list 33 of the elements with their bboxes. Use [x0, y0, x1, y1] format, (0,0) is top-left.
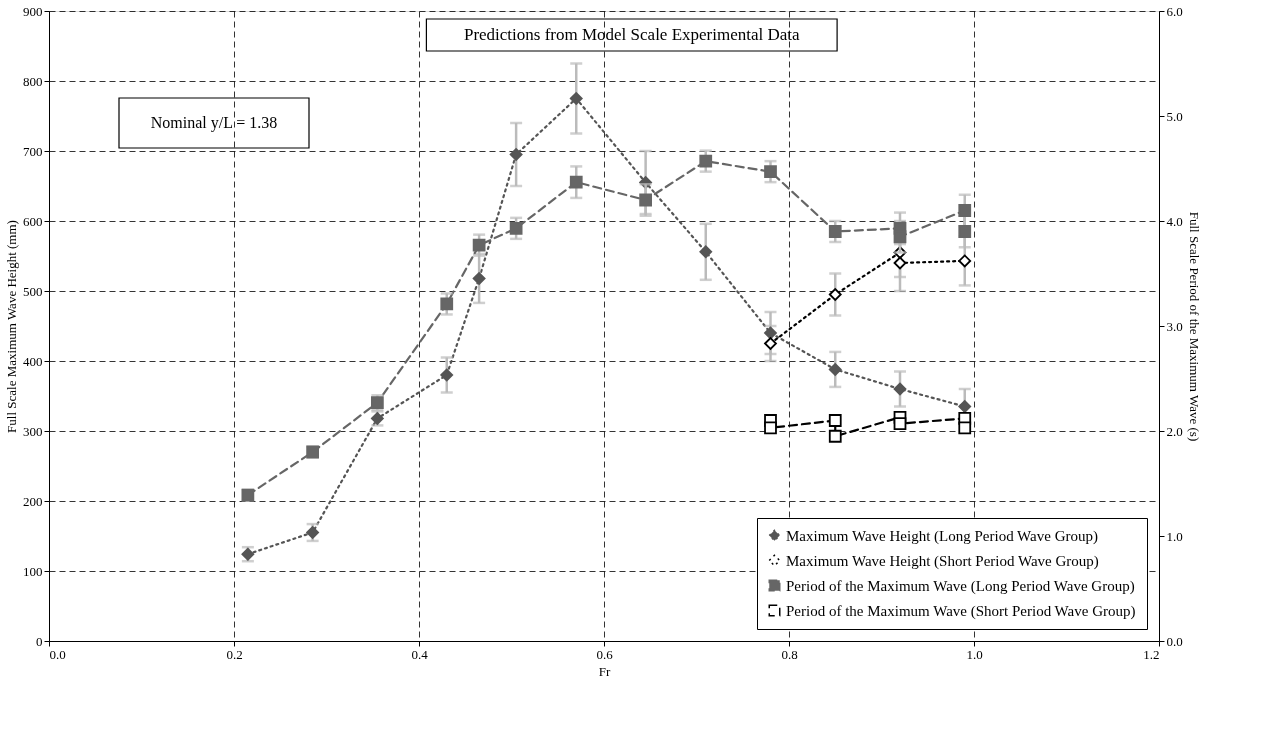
y-tick-label: 800 [23, 73, 43, 89]
y2-axis-title: Full Scale Period of the Maximum Wave (s) [1186, 211, 1202, 442]
y-axis-title: Full Scale Maximum Wave Height (mm) [4, 220, 19, 433]
y2-tick-label: 1.0 [1166, 528, 1183, 544]
legend-label: Maximum Wave Height (Long Period Wave Group) [786, 527, 1098, 545]
y-tick-label: 0 [36, 633, 43, 649]
annotation: Nominal y/L = 1.38 [150, 114, 278, 132]
x-tick-label: 1.2 [1143, 646, 1160, 662]
y2-tick-label: 5.0 [1166, 108, 1183, 124]
y-tick-label: 300 [23, 423, 43, 439]
x-tick-label: 0.6 [596, 646, 614, 662]
y2-tick-label: 6.0 [1166, 3, 1183, 19]
legend-label: Period of the Maximum Wave (Long Period Wave Group) [786, 577, 1135, 595]
y-tick-label: 500 [23, 283, 43, 299]
y2-tick-label: 3.0 [1166, 318, 1183, 334]
x-tick-label: 0.8 [781, 646, 798, 662]
y-tick-label: 100 [23, 563, 43, 579]
y2-tick-label: 0.0 [1166, 633, 1183, 649]
y-tick-label: 600 [23, 213, 43, 229]
x-tick-label: 0.2 [226, 646, 243, 662]
x-tick-label: 1.0 [966, 646, 983, 662]
y-tick-label: 700 [23, 143, 43, 159]
y-tick-label: 900 [23, 3, 43, 19]
legend-label: Period of the Maximum Wave (Short Period Wave Group) [786, 602, 1136, 620]
legend-label: Maximum Wave Height (Short Period Wave Group) [786, 552, 1099, 570]
y2-tick-label: 2.0 [1166, 423, 1183, 439]
x-tick-label: 0.4 [411, 646, 429, 662]
text: Predictions from Model Scale Experimental Data [463, 25, 801, 44]
y-tick-label: 400 [23, 353, 43, 369]
x-tick-label: 0.0 [49, 646, 66, 662]
y-tick-label: 200 [23, 493, 43, 509]
y2-tick-label: 4.0 [1166, 213, 1183, 229]
x-axis-title: Fr [598, 663, 611, 679]
